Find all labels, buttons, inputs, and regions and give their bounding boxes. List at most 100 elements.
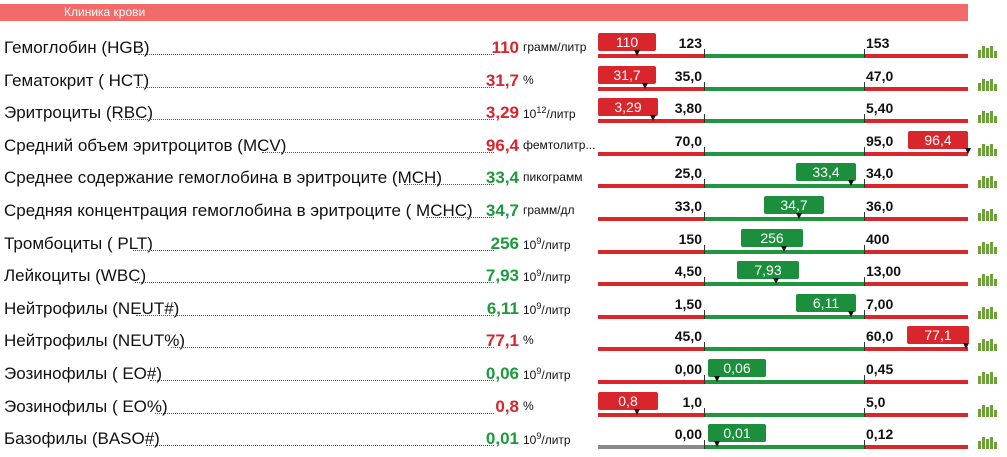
bar-chart-icon-bar [982,306,985,319]
upper-limit-label: 5,0 [866,393,886,410]
result-unit: грамм/литр [523,40,587,54]
unit-exponent: 9 [536,366,542,376]
range-normal-segment [704,249,864,254]
bar-chart-icon[interactable] [978,241,1000,254]
bar-chart-icon[interactable] [978,209,1000,221]
upper-limit-tick [864,212,865,221]
result-row[interactable]: Гемоглобин (HGB) 110 грамм/литр 123 153 110 [0,26,1007,58]
bar-chart-icon[interactable] [978,111,1000,124]
unit-tail: /литр [541,302,571,317]
result-row[interactable]: Средний объем эритроцитов (MCV) 96,4 фемто… [0,124,1007,156]
result-unit: 109/литр [523,268,571,284]
reference-range-bar [598,342,968,352]
range-above-segment [864,282,968,287]
bar-chart-icon-bar [982,111,985,124]
result-row[interactable]: Эозинофилы ( EO#) 0,06 109/литр 0,00 0,45 0,0… [0,352,1007,384]
bar-chart-icon-bar [990,404,993,417]
result-row[interactable]: Эозинофилы ( EO%) 0,8% 1,0 5,0 0,8 [0,385,1007,417]
lower-limit-tick [704,146,705,156]
bar-chart-icon[interactable] [978,437,1000,450]
bar-chart-icon[interactable] [978,306,1000,319]
value-marker-badge: 110 [598,33,656,51]
upper-limit-tick [864,81,865,91]
result-row[interactable]: Гематокрит ( HCT) 31,7% 35,0 47,0 31,7 [0,59,1007,91]
result-row[interactable]: Тромбоциты ( PLT) 256 109/литр 150 400 256 [0,222,1007,254]
bar-chart-icon-bar [994,148,997,156]
result-row[interactable]: Нейтрофилы (NEUT#) 6,11 109/литр 1,50 7,00 6,… [0,287,1007,319]
test-name: Гематокрит ( HCT) [4,70,150,90]
range-below-segment [598,380,704,384]
range-normal-segment [704,86,864,91]
test-name: Базофилы (BASO#) [4,429,160,449]
bar-chart-icon-bar [982,372,985,384]
bar-chart-icon-bar [986,341,989,352]
unit-exponent: 12 [536,105,547,116]
bar-chart-icon[interactable] [978,78,1000,91]
bar-chart-icon-bar [982,176,985,189]
reference-range-bar [598,244,968,254]
value-marker-badge: 6,11 [796,293,856,312]
unit-base: 10 [523,368,537,382]
bar-chart-icon-bar [978,245,981,254]
upper-limit-tick [864,244,865,254]
bar-chart-icon[interactable] [978,404,1000,417]
value-pointer [848,310,854,317]
result-value: 77,1 [485,331,519,351]
result-row[interactable]: Эритроциты (RBC) 3,29 1012/литр 3,80 5,40 3,2… [0,91,1007,124]
test-name: Эозинофилы ( EO#) [4,364,163,383]
value-pointer [714,376,720,382]
result-row[interactable]: Среднее содержание гемоглобина в эритроц… [0,156,1007,189]
bar-chart-icon[interactable] [978,143,1000,156]
bar-chart-icon[interactable] [978,46,1000,58]
result-unit: фемтолитр... [523,137,596,152]
bar-chart-icon-bar [978,376,981,384]
test-name: Нейтрофилы (NEUT#) [4,298,180,318]
result-unit: 1012/литр [523,105,576,121]
range-above-segment [864,86,968,91]
bar-chart-icon-bar [986,48,989,58]
bar-chart-icon-bar [994,311,997,319]
lower-limit-tick [704,375,705,384]
result-value: 34,7 [485,201,519,220]
result-unit: 109/литр [523,431,571,447]
range-normal-segment [704,282,864,287]
lower-limit-label: 25,0 [674,165,702,182]
result-value: 110 [491,38,519,57]
upper-limit-tick [864,49,865,58]
value-marker-badge: 0,01 [708,424,766,443]
result-row[interactable]: Лейкоциты (WBC) 7,93 109/литр 4,50 13,00 7,93 [0,254,1007,287]
test-name: Эозинофилы ( EO%) [4,396,168,416]
value-marker-badge: 33,4 [796,163,856,182]
result-row[interactable]: Базофилы (BASO#) 0,01 109/литр 0,00 0,12 0,01 [0,417,1007,450]
result-row[interactable]: Средняя концентрация гемоглобина в эритр… [0,189,1007,221]
upper-limit-tick [864,407,865,417]
bar-chart-icon-bar [986,439,989,450]
range-above-segment [864,380,968,384]
bar-chart-icon-bar [986,211,989,221]
result-row[interactable]: Нейтрофилы (NEUT%) 77,1% 45,0 60,0 77,1 [0,319,1007,352]
bar-chart-icon[interactable] [978,372,1000,384]
range-below-segment [598,119,704,124]
value-marker-badge: 3,29 [598,98,658,117]
value-pointer [963,343,969,350]
bar-chart-icon[interactable] [978,274,1000,287]
leader-dots [150,380,494,381]
bar-chart-icon-bar [982,241,985,254]
lower-limit-tick [704,81,705,91]
reference-range-bar [598,407,968,417]
upper-limit-label: 34,0 [866,165,894,182]
bar-chart-icon[interactable] [978,176,1000,189]
range-below-segment [598,412,704,417]
upper-limit-label: 47,0 [866,67,894,84]
bar-chart-icon-bar [986,80,989,91]
result-value: 33,4 [485,168,519,188]
bar-chart-icon-bar [990,372,993,384]
result-value: 7,93 [485,266,519,286]
bar-chart-icon[interactable] [978,339,1000,352]
reference-range-bar [598,277,968,287]
leader-dots [262,151,494,153]
range-above-segment [864,249,968,254]
bar-chart-icon-bar [982,339,985,352]
unit-tail: /литр [541,270,571,285]
value-marker-badge: 7,93 [737,261,799,280]
